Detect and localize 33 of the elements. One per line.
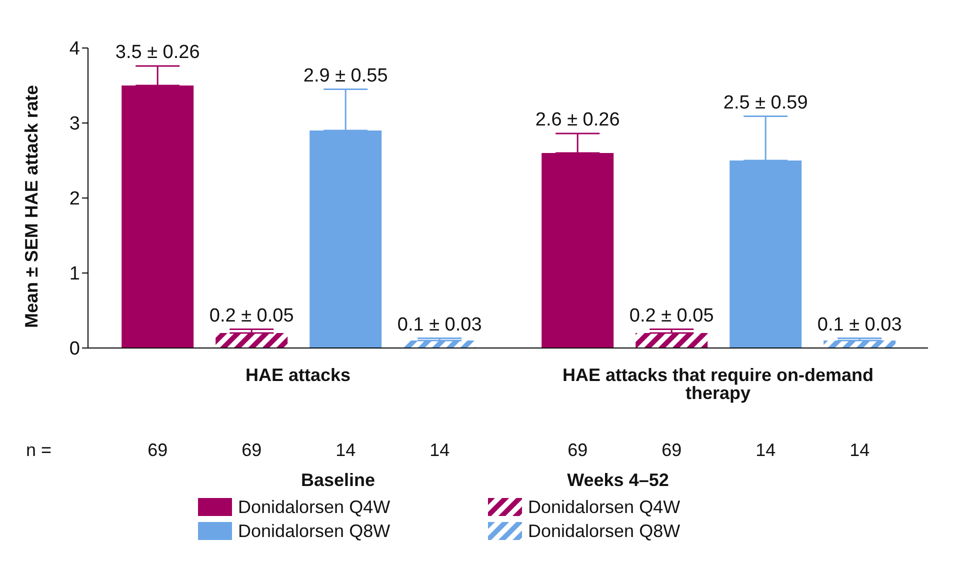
text: 69	[568, 440, 588, 460]
text: 14	[430, 440, 450, 460]
y-tick-label: 0	[69, 338, 80, 360]
y-tick-label: 1	[69, 264, 80, 285]
data-label: 2.5 ± 0.59	[723, 92, 808, 114]
x-tick-label: HAE attacks that require on-demand therapy	[562, 364, 874, 403]
data-label: 2.9 ± 0.55	[303, 65, 388, 86]
text: Weeks 4–52	[566, 470, 670, 491]
legend-label: Donidalorsen Q4W	[528, 496, 680, 518]
y-axis-title: Mean ± SEM HAE attack rate	[21, 85, 42, 328]
text: 69	[662, 440, 682, 460]
text: n =	[26, 440, 52, 460]
bar	[636, 333, 708, 348]
legend-label: Donidalorsen Q4W	[238, 496, 390, 518]
y-tick-label: 3	[69, 114, 80, 135]
text: 14	[336, 440, 356, 460]
bar	[216, 333, 288, 348]
text: 14	[756, 440, 776, 460]
text: 69	[242, 440, 262, 460]
x-tick-label: HAE attacks	[245, 364, 351, 385]
text: Baseline	[300, 470, 376, 491]
data-label: 3.5 ± 0.26	[115, 42, 200, 63]
data-label: 0.2 ± 0.05	[209, 305, 294, 326]
y-tick-label: 4	[69, 38, 80, 60]
legend-label: Donidalorsen Q8W	[238, 520, 390, 542]
legend-label: Donidalorsen Q8W	[528, 520, 680, 542]
data-label: 0.2 ± 0.05	[629, 305, 714, 326]
data-label: 2.6 ± 0.26	[535, 110, 620, 130]
text: 69	[148, 440, 168, 460]
text: 14	[850, 440, 870, 460]
data-label: 0.1 ± 0.03	[397, 314, 482, 336]
y-tick-label: 2	[69, 188, 80, 210]
data-label: 0.1 ± 0.03	[817, 314, 902, 336]
